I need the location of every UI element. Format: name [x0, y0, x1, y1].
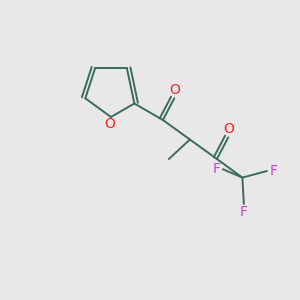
- Text: O: O: [170, 83, 181, 97]
- Text: F: F: [270, 164, 278, 178]
- Text: F: F: [240, 205, 248, 218]
- Text: O: O: [224, 122, 235, 136]
- Text: F: F: [212, 162, 220, 176]
- Text: O: O: [104, 117, 115, 130]
